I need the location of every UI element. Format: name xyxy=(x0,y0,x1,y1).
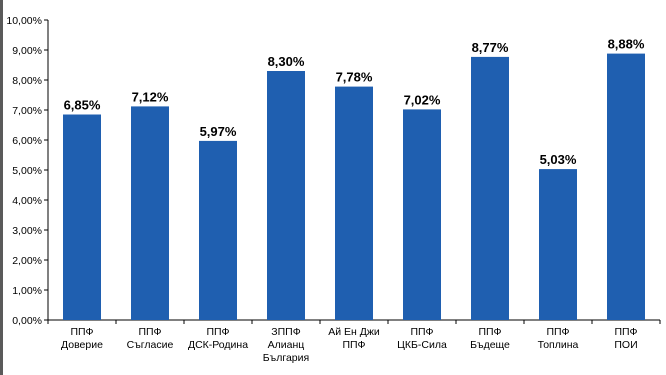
data-label: 7,12% xyxy=(132,89,169,104)
x-tick-label: ППФ xyxy=(614,326,637,338)
y-tick-label: 8,00% xyxy=(12,75,42,87)
x-tick-label: ППФ xyxy=(342,339,365,351)
x-tick-label: ППФ xyxy=(546,326,569,338)
bar xyxy=(471,56,509,321)
x-tick-label: ППФ xyxy=(478,326,501,338)
x-tick-label: Алианц xyxy=(268,339,305,351)
x-axis xyxy=(47,319,661,324)
y-tick-label: 9,00% xyxy=(12,45,42,57)
y-tick-label: 4,00% xyxy=(12,195,42,207)
value-labels: 6,85% 7,12% 5,97% 8,30% 7,78% 7,02% 8,77% 5,03%… xyxy=(64,37,645,168)
x-tick-label: ЗППФ xyxy=(271,326,300,338)
bar xyxy=(607,53,645,320)
bar xyxy=(199,140,237,320)
x-tick-label: Топлина xyxy=(538,339,579,351)
x-tick-label: Бъдеще xyxy=(470,339,510,351)
y-axis: 0,00% 1,00% 2,00% 3,00% 4,00% 5,00% 6,00% 7,00%… xyxy=(6,15,49,327)
data-label: 5,03% xyxy=(540,152,577,167)
x-tick-label: ППФ xyxy=(410,326,433,338)
y-tick-label: 1,00% xyxy=(12,285,42,297)
x-tick-label: Съгласие xyxy=(127,339,174,351)
bars xyxy=(63,53,645,321)
x-tick-label: ПОИ xyxy=(614,339,637,351)
x-tick-label: Ай Ен Джи xyxy=(328,326,380,338)
data-label: 8,30% xyxy=(268,54,305,69)
data-label: 7,78% xyxy=(336,70,373,85)
data-label: 8,88% xyxy=(608,37,645,52)
x-tick-label: ППФ xyxy=(70,326,93,338)
x-tick-label: ППФ xyxy=(206,326,229,338)
category-labels: ППФДовериеППФСъгласиеППФДСК-РодинаЗППФАл… xyxy=(61,326,638,364)
data-label: 5,97% xyxy=(200,124,237,139)
data-label: 8,77% xyxy=(472,40,509,55)
y-tick-label: 7,00% xyxy=(12,105,42,117)
bar xyxy=(403,109,441,321)
bar xyxy=(267,71,305,320)
data-label: 6,85% xyxy=(64,98,101,113)
y-tick-label: 3,00% xyxy=(12,225,42,237)
bar xyxy=(335,86,373,320)
x-tick-label: ЦКБ-Сила xyxy=(397,339,447,351)
bar xyxy=(539,169,577,320)
bar xyxy=(63,114,101,320)
y-tick-label: 10,00% xyxy=(6,15,42,27)
x-tick-label: ППФ xyxy=(138,326,161,338)
bar xyxy=(131,106,169,321)
x-tick-label: България xyxy=(263,352,309,364)
x-tick-label: ДСК-Родина xyxy=(188,339,248,351)
y-tick-label: 0,00% xyxy=(12,315,42,327)
y-tick-label: 2,00% xyxy=(12,255,42,267)
y-tick-label: 5,00% xyxy=(12,165,42,177)
y-tick-label: 6,00% xyxy=(12,135,42,147)
left-edge-border xyxy=(0,0,3,375)
x-tick-label: Доверие xyxy=(61,339,103,351)
data-label: 7,02% xyxy=(404,92,441,107)
